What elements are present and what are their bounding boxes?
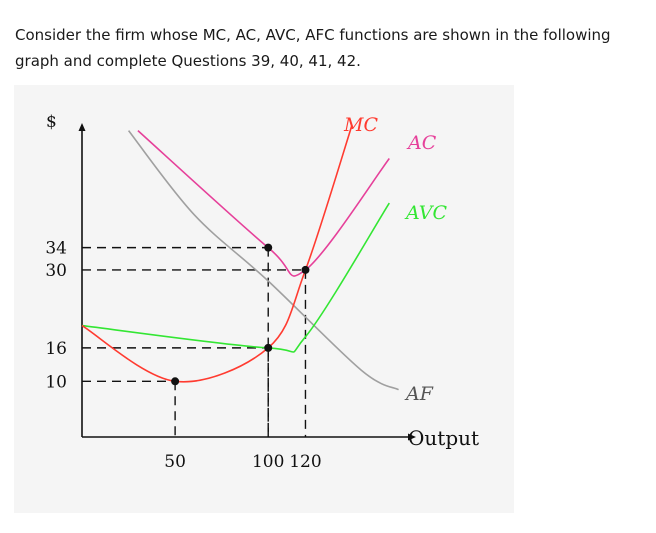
- y-axis-arrow-icon: [78, 123, 86, 131]
- y-tick-label: 34: [45, 239, 67, 259]
- question-text: Consider the firm whose MC, AC, AVC, AFC…: [15, 26, 611, 70]
- y-tick-label: 30: [45, 261, 67, 281]
- af-curve: [127, 130, 399, 391]
- mc-label: MC: [343, 114, 378, 136]
- x-tick-label: 120: [289, 452, 321, 472]
- x-tick-label: 50: [164, 452, 186, 472]
- y-tick-label: 16: [45, 339, 67, 359]
- key-point-marker: [301, 265, 310, 274]
- y-axis-label: $: [46, 112, 57, 132]
- y-tick-label: 10: [45, 372, 67, 392]
- af-label: AF: [404, 383, 434, 405]
- x-axis-arrow-icon: [408, 433, 416, 441]
- key-point-marker: [171, 377, 180, 386]
- avc-curve: [81, 202, 390, 353]
- x-axis-label: Output: [408, 426, 479, 450]
- ac-curve: [137, 130, 390, 277]
- key-point-marker: [264, 343, 273, 352]
- key-point-marker: [264, 243, 273, 252]
- x-tick-label: 100: [252, 452, 284, 472]
- avc-label: AVC: [404, 202, 447, 224]
- ac-label: AC: [406, 132, 437, 154]
- chart-figure: 10 16 30 34 50 100 120 $ Output AF AVC AC MC: [14, 85, 514, 513]
